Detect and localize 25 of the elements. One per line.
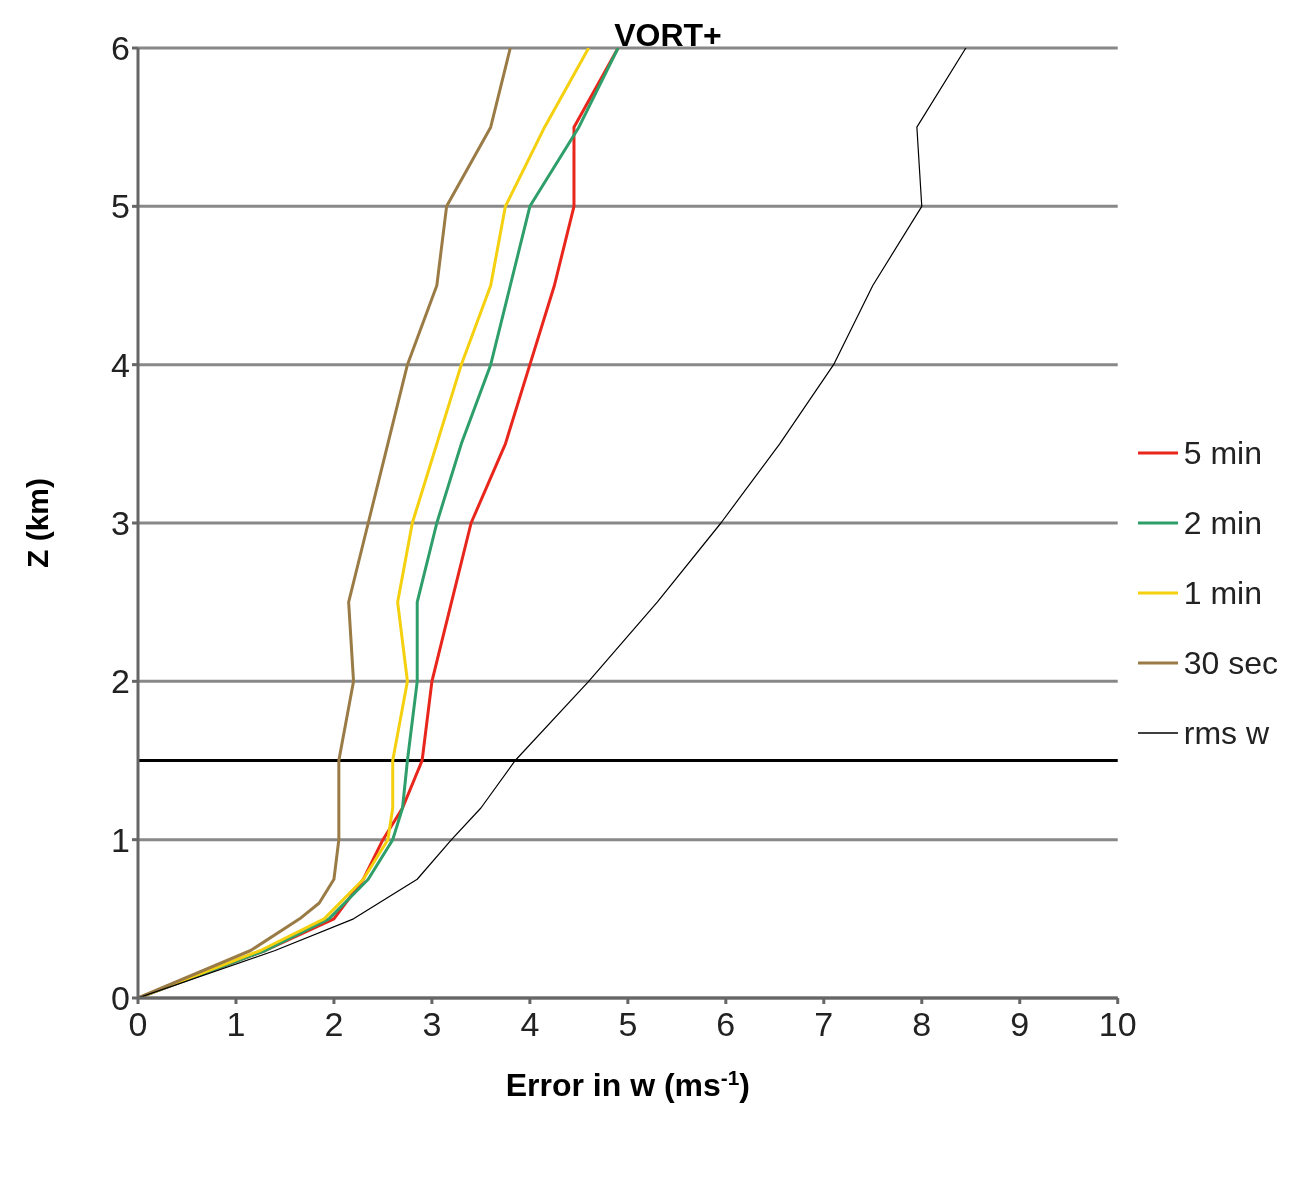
legend-label: 5 min [1183,434,1262,473]
y-tick-label: 3 [111,504,130,543]
y-tick-label: 0 [111,979,130,1018]
y-tick-label: 6 [111,29,130,68]
chart-title: VORT+ [614,17,722,53]
y-tick-label: 2 [111,662,130,701]
x-tick-label: 3 [422,1005,442,1044]
legend-label: rms w [1183,714,1270,753]
x-tick-label: 6 [716,1005,736,1044]
x-axis-title: Error in w (ms$^{-1}$) [505,1065,751,1103]
legend-label: 1 min [1183,574,1262,613]
x-tick-label: 8 [912,1005,932,1044]
y-tick-label: 4 [111,345,130,384]
legend-label: 30 sec [1183,644,1278,683]
y-axis-title: Z (km) [21,478,54,568]
x-tick-label: 9 [1010,1005,1030,1044]
x-tick-label: 5 [618,1005,638,1044]
legend-label: 2 min [1183,504,1262,543]
x-tick-label: 1 [226,1005,246,1044]
y-tick-label: 1 [111,820,130,859]
y-tick-label: 5 [111,187,130,226]
x-tick-label: 10 [1098,1005,1137,1044]
x-tick-label: 2 [324,1005,344,1044]
x-tick-label: 4 [520,1005,540,1044]
x-tick-label: 7 [814,1005,834,1044]
